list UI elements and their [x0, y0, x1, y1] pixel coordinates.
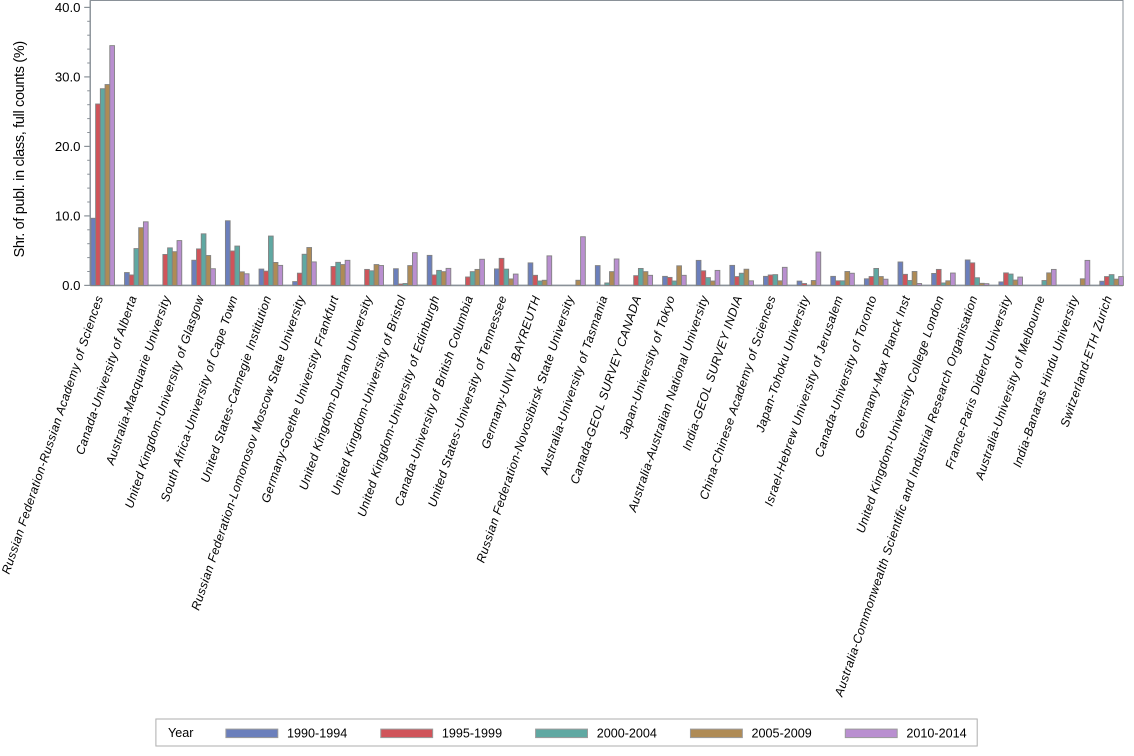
svg-text:0.0: 0.0	[62, 278, 80, 293]
svg-text:1990-1994: 1990-1994	[287, 727, 347, 741]
svg-text:30.0: 30.0	[55, 70, 81, 85]
svg-text:10.0: 10.0	[55, 209, 81, 224]
svg-text:20.0: 20.0	[55, 139, 81, 154]
svg-text:1995-1999: 1995-1999	[442, 727, 502, 741]
svg-text:Year: Year	[168, 726, 193, 740]
svg-text:2005-2009: 2005-2009	[752, 727, 812, 741]
svg-text:40.0: 40.0	[55, 0, 81, 15]
svg-text:Shr. of publ. in class, full c: Shr. of publ. in class, full counts (%)	[12, 41, 28, 257]
svg-text:2000-2004: 2000-2004	[597, 727, 657, 741]
svg-text:2010-2014: 2010-2014	[906, 727, 966, 741]
